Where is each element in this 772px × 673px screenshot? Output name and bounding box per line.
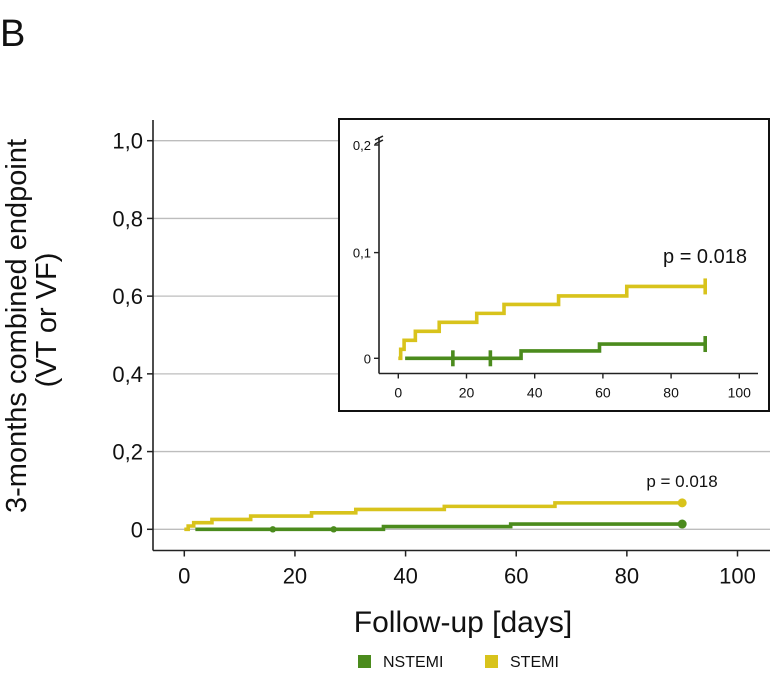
main-axes: 0 0,2 0,4 0,6 0,8 1,0 0 20 40 60 80 100 xyxy=(112,120,770,589)
inset-y-tick-label: 0,2 xyxy=(353,138,371,153)
inset-x-tick-label: 80 xyxy=(663,385,679,401)
main-series xyxy=(184,498,687,533)
inset-x-tick-label: 0 xyxy=(394,385,402,401)
censor-mark-nstemi xyxy=(677,519,687,529)
panel-label: B xyxy=(0,13,25,55)
x-tick-label: 60 xyxy=(504,564,528,589)
y-tick-label: 0,6 xyxy=(112,284,143,309)
inset-series-line-stemi xyxy=(398,284,706,361)
legend-label-nstemi: NSTEMI xyxy=(383,654,443,671)
inset-y-tick-label: 0,1 xyxy=(353,246,371,261)
inset-series xyxy=(398,278,708,367)
y-axis-title: 3-months combined endpoint (VT or VF) xyxy=(1,139,63,513)
legend-label-stemi: STEMI xyxy=(510,654,559,671)
x-tick-label: 100 xyxy=(719,564,756,589)
series-line-stemi xyxy=(184,501,683,532)
inset-frame xyxy=(338,118,770,412)
legend-swatch-nstemi xyxy=(358,655,371,668)
legend-swatch-stemi xyxy=(485,655,498,668)
inset-x-tick-label: 20 xyxy=(459,385,475,401)
series-line-nstemi xyxy=(195,522,683,532)
main-p-value: p = 0.018 xyxy=(646,472,717,491)
inset-y-tick-label: 0 xyxy=(364,351,371,366)
x-tick-label: 20 xyxy=(283,564,307,589)
y-tick-label: 0,4 xyxy=(112,362,143,387)
x-tick-label: 40 xyxy=(393,564,417,589)
inset-x-tick-label: 60 xyxy=(595,385,611,401)
y-tick-label: 0,8 xyxy=(112,206,143,231)
x-axis-title: Follow-up [days] xyxy=(354,606,572,639)
y-axis-title-line1: 3-months combined endpoint xyxy=(1,139,33,513)
legend: NSTEMI STEMI xyxy=(358,654,559,671)
axis-break-icon xyxy=(374,135,384,145)
y-tick-label: 1,0 xyxy=(112,129,143,154)
censor-mark-nstemi xyxy=(330,526,337,533)
inset-series-line-nstemi xyxy=(405,342,706,361)
y-axis-title-line2: (VT or VF) xyxy=(31,253,63,388)
inset-x-tick-label: 100 xyxy=(728,385,752,401)
inset-x-tick-label: 40 xyxy=(527,385,543,401)
y-tick-label: 0 xyxy=(131,517,143,542)
x-tick-label: 0 xyxy=(178,564,190,589)
censor-mark-nstemi xyxy=(269,526,277,533)
x-tick-label: 80 xyxy=(615,564,639,589)
inset-p-value: p = 0.018 xyxy=(663,246,747,268)
inset-axes: 0 0,1 0,2 0 20 40 60 80 100 xyxy=(353,135,758,401)
inset-chart: 0 0,1 0,2 0 20 40 60 80 100 p = 0.018 xyxy=(338,118,770,412)
censor-mark-stemi xyxy=(677,498,687,508)
y-tick-label: 0,2 xyxy=(112,440,143,465)
